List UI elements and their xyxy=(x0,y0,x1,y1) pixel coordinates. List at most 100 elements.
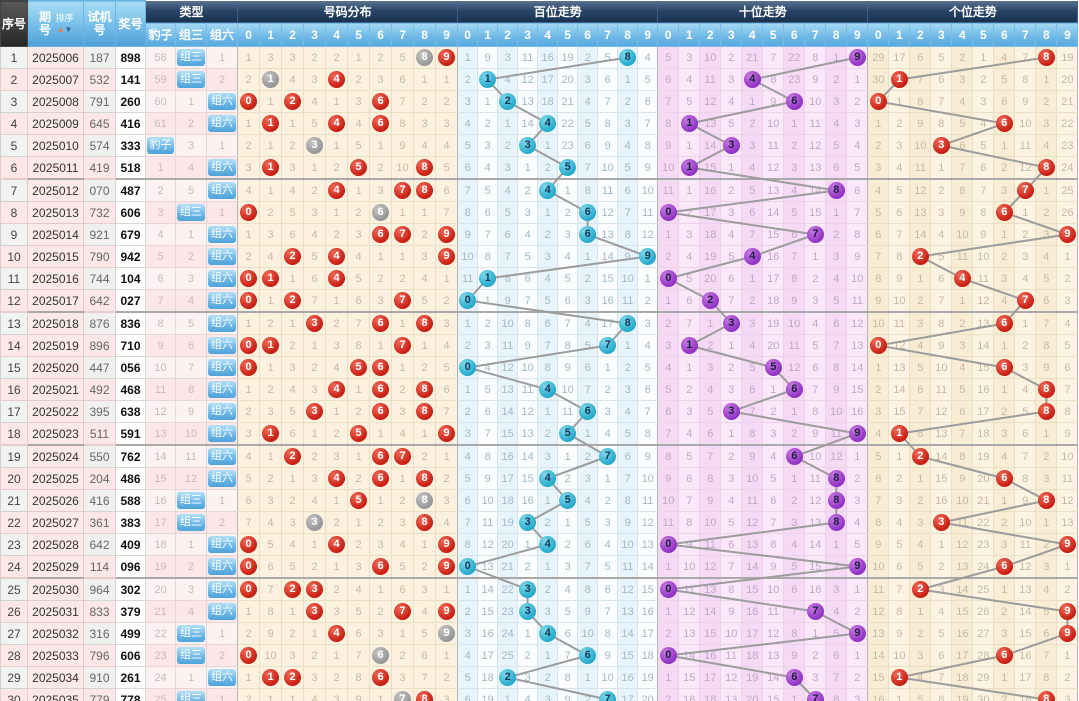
dist-circle-red: 8 xyxy=(416,403,434,420)
period-cell: 2025012 xyxy=(27,178,84,202)
sort-desc-icon[interactable]: ▼ xyxy=(64,25,73,34)
dist-cell: 1 xyxy=(237,46,261,69)
dist-cell: 9 xyxy=(435,555,459,579)
tens-cell: 7 xyxy=(699,444,722,468)
hundreds-cell: 4 xyxy=(557,577,579,601)
prize-number-cell: 679 xyxy=(115,223,146,246)
hundreds-circle: 1 xyxy=(479,71,497,88)
hundreds-circle: 5 xyxy=(559,159,577,176)
hundreds-cell: 3 xyxy=(457,422,479,446)
units-cell: 9 xyxy=(888,622,911,645)
dist-cell: 3 xyxy=(347,90,371,113)
units-cell: 15 xyxy=(930,467,953,490)
tens-cell: 7 xyxy=(678,311,701,335)
units-cell: 6 xyxy=(951,134,974,157)
col-header-prize-number: 奖号 xyxy=(115,0,146,47)
type-zuliu-cell: 组六 xyxy=(205,112,239,135)
dist-cell: 1 xyxy=(259,156,283,180)
seq-cell: 30 xyxy=(0,688,28,701)
units-circle: 8 xyxy=(1037,49,1055,66)
test-number-cell: 447 xyxy=(83,356,116,379)
tens-cell: 18 xyxy=(741,644,764,667)
col-header-seq: 序号 xyxy=(0,0,28,47)
hundreds-cell: 5 xyxy=(537,289,559,313)
seq-cell: 12 xyxy=(0,289,28,313)
tens-cell: 0 xyxy=(657,644,680,667)
hundreds-circle: 3 xyxy=(519,581,537,598)
units-circle: 0 xyxy=(869,337,887,354)
dist-circle-red: 6 xyxy=(372,403,390,420)
dist-cell: 8 xyxy=(413,46,437,69)
tens-cell: 12 xyxy=(804,489,827,512)
units-cell: 8 xyxy=(930,112,953,135)
hundreds-cell: 7 xyxy=(597,600,619,623)
type-badge: 组六 xyxy=(208,115,237,132)
dist-cell: 2 xyxy=(347,201,371,224)
units-circle: 8 xyxy=(1037,381,1055,398)
hundreds-cell: 21 xyxy=(557,90,579,113)
tens-cell: 1 xyxy=(657,600,680,623)
units-cell: 7 xyxy=(1056,378,1079,401)
tens-circle: 6 xyxy=(785,448,803,465)
hundreds-cell: 9 xyxy=(617,245,639,268)
tens-cell: 14 xyxy=(846,356,869,379)
tens-cell: 23 xyxy=(783,68,806,91)
sort-asc-icon[interactable]: ▲ xyxy=(56,25,65,34)
prize-number-cell: 588 xyxy=(115,489,146,512)
prize-number-cell: 710 xyxy=(115,334,146,357)
dist-cell: 2 xyxy=(237,68,261,91)
dist-cell: 2 xyxy=(325,422,349,446)
seq-cell: 22 xyxy=(0,511,28,534)
test-number-cell: 790 xyxy=(83,245,116,268)
units-circle: 0 xyxy=(869,93,887,110)
dist-cell: 2 xyxy=(413,90,437,113)
units-cell: 1 xyxy=(909,600,932,623)
units-cell: 9 xyxy=(1056,422,1079,446)
type-badge: 组三 xyxy=(177,492,205,509)
hundreds-cell: 3 xyxy=(537,600,559,623)
dist-cell: 1 xyxy=(369,422,393,446)
units-circle: 6 xyxy=(995,115,1013,132)
units-cell: 20 xyxy=(1056,68,1079,91)
hundreds-cell: 5 xyxy=(477,378,499,401)
dist-cell: 4 xyxy=(435,134,459,157)
hundreds-cell: 5 xyxy=(557,422,579,446)
tens-cell: 15 xyxy=(804,555,827,579)
tens-cell: 5 xyxy=(678,444,701,468)
dist-cell: 1 xyxy=(391,311,415,335)
dist-cell: 5 xyxy=(347,600,371,623)
units-cell: 1 xyxy=(993,334,1016,357)
dist-cell: 6 xyxy=(237,489,261,512)
dist-cell: 3 xyxy=(303,400,327,423)
tens-cell: 6 xyxy=(741,378,764,401)
hundreds-cell: 4 xyxy=(517,688,539,701)
tens-circle: 3 xyxy=(722,403,740,420)
dist-cell: 3 xyxy=(435,112,459,135)
type-zusan-cell: 11 xyxy=(175,444,207,468)
hundreds-cell: 4 xyxy=(537,467,559,490)
hundreds-cell: 15 xyxy=(637,577,659,601)
dist-circle-red: 3 xyxy=(306,581,324,598)
units-cell: 10 xyxy=(888,289,911,313)
units-cell: 8 xyxy=(888,245,911,268)
dist-cell: 3 xyxy=(413,577,437,601)
dist-cell: 8 xyxy=(413,489,437,512)
type-badge: 组三 xyxy=(177,625,205,642)
dist-cell: 4 xyxy=(435,511,459,534)
hundreds-cell: 1 xyxy=(577,666,599,689)
tens-circle: 0 xyxy=(659,204,677,221)
hundreds-circle: 3 xyxy=(519,603,537,620)
dist-cell: 1 xyxy=(325,400,349,423)
units-cell: 6 xyxy=(930,267,953,290)
tens-cell: 9 xyxy=(783,644,806,667)
tens-circle: 9 xyxy=(848,49,866,66)
dist-cell: 2 xyxy=(391,644,415,667)
units-cell: 16 xyxy=(930,489,953,512)
tens-cell: 3 xyxy=(804,666,827,689)
tens-cell: 1 xyxy=(846,68,869,91)
type-badge: 组六 xyxy=(208,182,237,199)
hundreds-cell: 1 xyxy=(617,334,639,357)
col-header-period[interactable]: 期号 排序 ▲▼ xyxy=(27,0,84,47)
units-cell: 18 xyxy=(951,666,974,689)
tens-cell: 2 xyxy=(846,600,869,623)
